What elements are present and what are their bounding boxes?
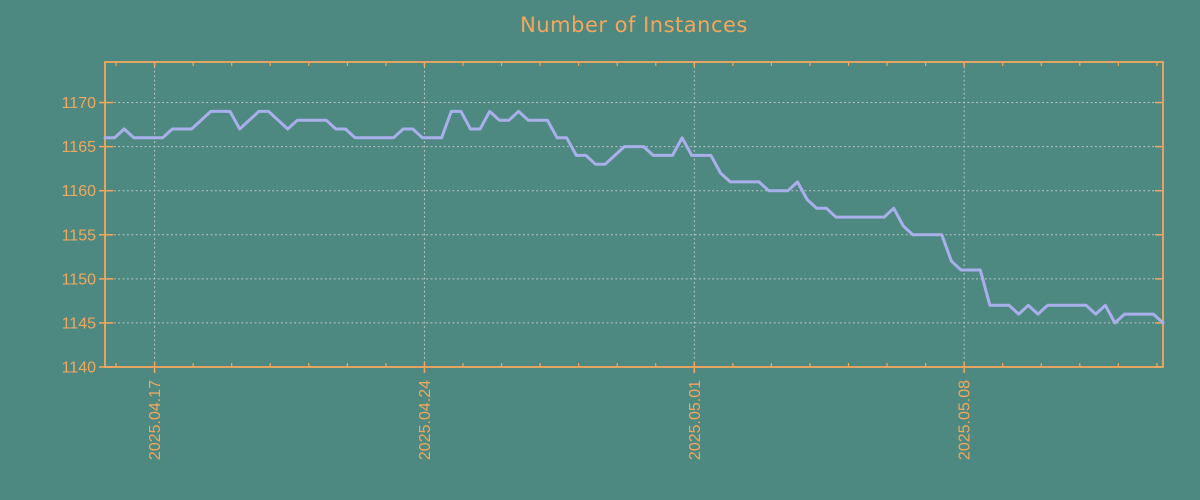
series-line [103,109,1165,325]
y-tick-label: 1170 [62,95,97,112]
x-tick-label: 2025.04.17 [147,380,164,460]
y-tick-label: 1165 [62,139,97,156]
x-tick-label: 2025.05.01 [687,380,704,460]
y-tick-label: 1160 [62,183,97,200]
y-tick-label: 1150 [62,271,97,288]
chart-title: Number of Instances [520,13,748,37]
y-tick-label: 1145 [62,315,97,332]
y-tick-label: 1140 [62,360,97,377]
x-tick-label: 2025.05.08 [957,380,974,460]
y-tick-label: 1155 [62,227,97,244]
plot-border [104,61,1164,368]
x-tick-label: 2025.04.24 [417,380,434,460]
